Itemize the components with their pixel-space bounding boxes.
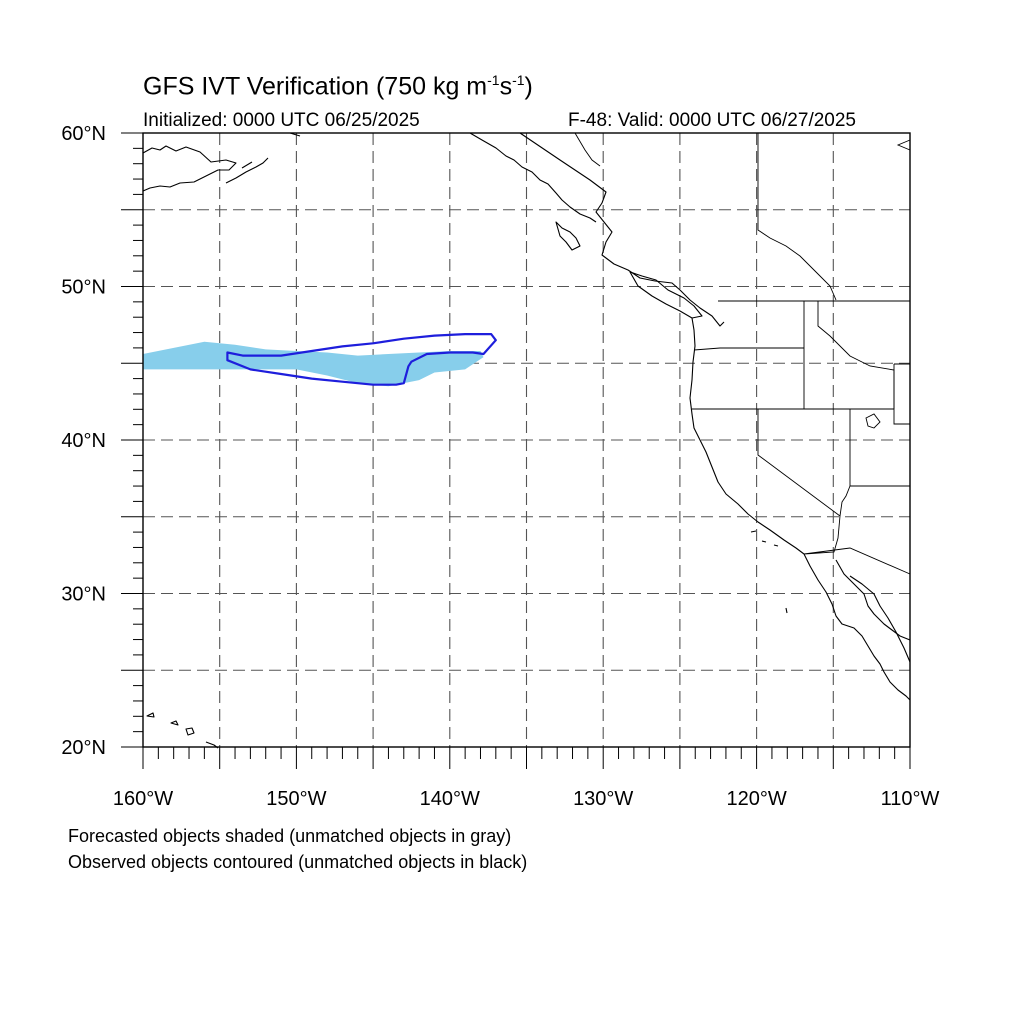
observed-object-layer bbox=[226, 333, 497, 386]
san-nicolas bbox=[750, 530, 788, 614]
idaho-east-border bbox=[817, 301, 895, 409]
lon-label: 110°W bbox=[881, 788, 940, 810]
nv-az-border bbox=[839, 409, 910, 517]
lon-label: 130°W bbox=[573, 788, 633, 810]
graticule-grid bbox=[143, 133, 910, 747]
lat-label: 30°N bbox=[61, 584, 106, 606]
mexico-coast bbox=[849, 575, 911, 663]
forecast-note: Forecasted objects shaded (unmatched obj… bbox=[68, 826, 512, 846]
political-borders bbox=[574, 132, 911, 575]
lon-label: 150°W bbox=[266, 788, 326, 810]
axis-ticks bbox=[121, 132, 911, 769]
gulf-of-california bbox=[835, 559, 911, 641]
yukon-border bbox=[574, 132, 601, 167]
observed-note: Observed objects contoured (unmatched ob… bbox=[68, 852, 528, 872]
lat-label: 50°N bbox=[61, 277, 106, 299]
lon-label: 160°W bbox=[113, 788, 173, 810]
init-time-label: Initialized: 0000 UTC 06/25/2025 bbox=[143, 110, 420, 131]
us-west-coast bbox=[689, 317, 805, 555]
valid-time-label: F-48: Valid: 0000 UTC 06/27/2025 bbox=[568, 110, 856, 131]
bc-coast bbox=[519, 132, 725, 327]
wyoming-border bbox=[893, 363, 910, 425]
ca-nv-border bbox=[757, 409, 841, 517]
map-title: GFS IVT Verification (750 kg m-1s-1) bbox=[143, 72, 533, 101]
lat-label: 40°N bbox=[61, 430, 106, 452]
latitude-labels: 60°N 50°N 40°N 30°N 20°N bbox=[61, 123, 106, 759]
az-border bbox=[803, 515, 911, 575]
alaska-coast-top bbox=[289, 132, 597, 223]
observed-ivt-contour bbox=[226, 333, 497, 386]
bc-alberta-border bbox=[757, 133, 837, 301]
haida-gwaii bbox=[555, 221, 581, 251]
lat-label: 20°N bbox=[61, 737, 106, 759]
great-salt-lake bbox=[865, 413, 881, 429]
alberta-sask-border bbox=[896, 139, 911, 151]
alaska-coast bbox=[142, 145, 237, 192]
lon-label: 140°W bbox=[420, 788, 480, 810]
baja-coast bbox=[803, 553, 911, 701]
hawaii-islands bbox=[146, 712, 219, 749]
vancouver-island bbox=[629, 271, 703, 319]
alaska-peninsula bbox=[225, 157, 269, 184]
lon-label: 120°W bbox=[726, 788, 786, 810]
wa-or-border bbox=[693, 347, 804, 351]
lat-label: 60°N bbox=[61, 123, 106, 145]
longitude-labels: 160°W 150°W 140°W 130°W 120°W 110°W bbox=[113, 788, 940, 810]
